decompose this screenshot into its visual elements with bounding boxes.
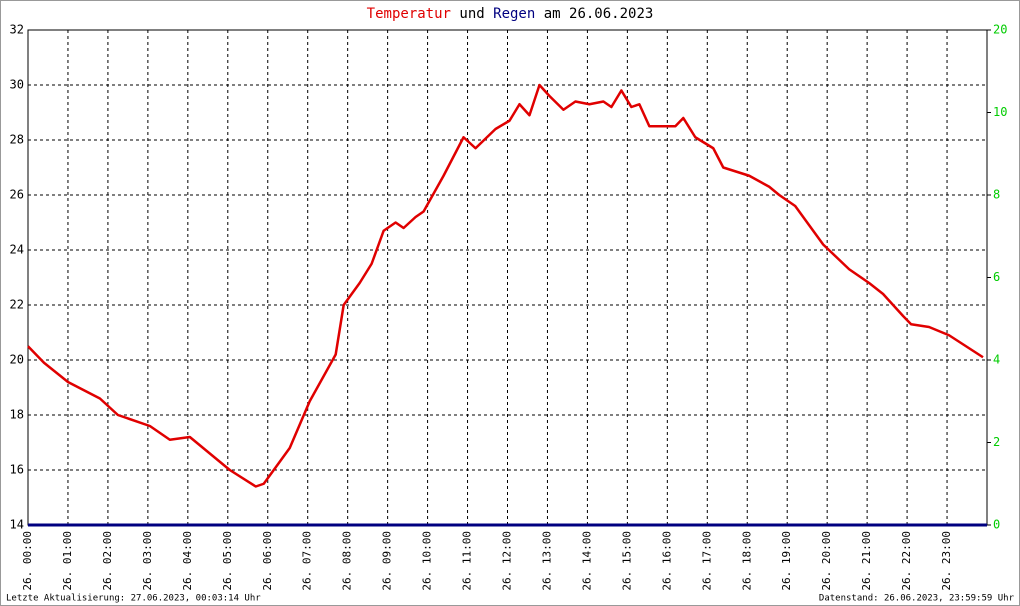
series-line [27,83,984,488]
title-part: Regen [493,6,535,22]
x-tick-label: 26. 03:00 [141,531,154,591]
y-tick-label: 28 [10,133,24,147]
x-tick-label: 26. 21:00 [860,531,873,591]
x-tick-label: 26. 12:00 [501,531,514,591]
x-tick-label: 26. 00:00 [21,531,34,591]
y2-tick-label: 10 [993,105,1007,119]
y2-tick-label: 6 [993,270,1000,284]
x-tick-label: 26. 18:00 [740,531,753,591]
x-tick-label: 26. 09:00 [381,531,394,591]
x-tick-label: 26. 14:00 [580,531,593,591]
y-tick-label: 30 [10,78,24,92]
y2-tick-label: 2 [993,435,1000,449]
x-tick-label: 26. 02:00 [101,531,114,591]
x-tick-label: 26. 19:00 [780,531,793,591]
y2-tick-label: 4 [993,353,1000,367]
y-tick-label: 32 [10,23,24,37]
x-tick-label: 26. 23:00 [940,531,953,591]
x-tick-label: 26. 11:00 [461,531,474,591]
y-tick-label: 18 [10,408,24,422]
chart-title: Temperatur und Regen am 26.06.2023 [367,6,654,22]
y-tick-label: 24 [10,243,24,257]
y-tick-label: 14 [10,518,24,532]
y-tick-label: 22 [10,298,24,312]
x-tick-label: 26. 07:00 [301,531,314,591]
x-tick-label: 26. 15:00 [620,531,633,591]
footer-right: Datenstand: 26.06.2023, 23:59:59 Uhr [819,594,1015,604]
x-tick-label: 26. 17:00 [700,531,713,591]
y-tick-label: 20 [10,353,24,367]
y-tick-label: 26 [10,188,24,202]
title-part: am 26.06.2023 [544,6,654,22]
y-tick-label: 16 [10,463,24,477]
x-tick-label: 26. 20:00 [820,531,833,591]
y2-tick-label: 20 [993,23,1007,37]
x-tick-label: 26. 13:00 [540,531,553,591]
x-tick-label: 26. 08:00 [341,531,354,591]
title-part: und [459,6,484,22]
x-tick-label: 26. 06:00 [261,531,274,591]
footer-left: Letzte Aktualisierung: 27.06.2023, 00:03… [6,594,261,604]
x-tick-label: 26. 10:00 [421,531,434,591]
x-tick-label: 26. 05:00 [221,531,234,591]
x-tick-label: 26. 04:00 [181,531,194,591]
x-tick-label: 26. 01:00 [61,531,74,591]
title-part: Temperatur [367,6,451,22]
x-tick-label: 26. 16:00 [660,531,673,591]
y2-tick-label: 8 [993,188,1000,202]
y2-tick-label: 0 [993,518,1000,532]
x-tick-label: 26. 22:00 [900,531,913,591]
